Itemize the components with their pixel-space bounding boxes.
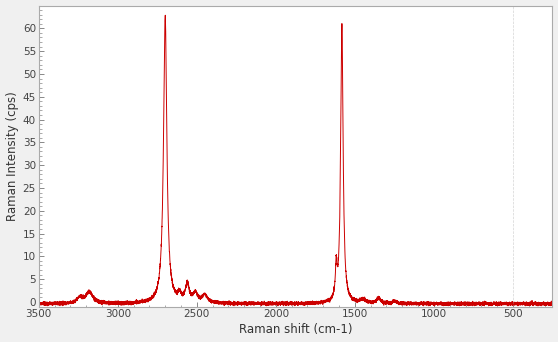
Y-axis label: Raman Intensity (cps): Raman Intensity (cps) xyxy=(6,91,18,221)
X-axis label: Raman shift (cm-1): Raman shift (cm-1) xyxy=(239,324,352,337)
